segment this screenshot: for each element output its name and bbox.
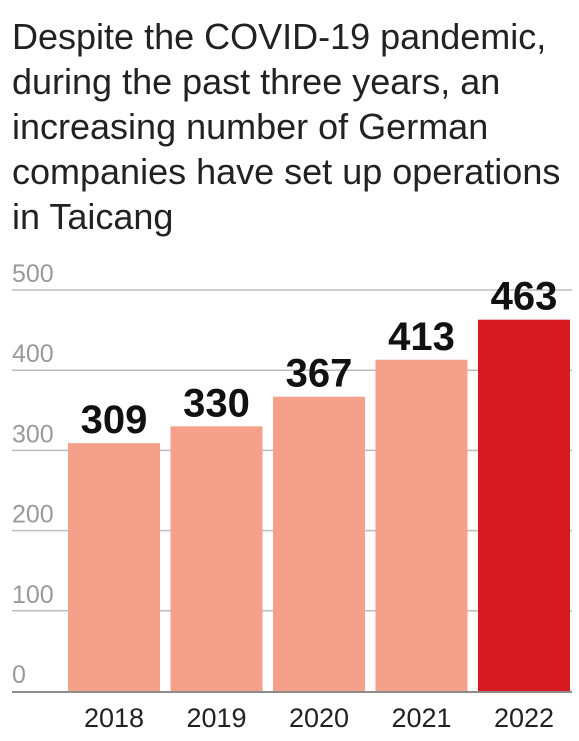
x-tick-label-2020: 2020 bbox=[289, 703, 349, 733]
bar-2018 bbox=[68, 443, 160, 691]
chart-title: Despite the COVID-19 pandemic, during th… bbox=[12, 16, 561, 237]
y-tick-label: 300 bbox=[12, 420, 54, 448]
value-label-2021: 413 bbox=[388, 315, 455, 359]
y-tick-label: 100 bbox=[12, 581, 54, 609]
value-label-2022: 463 bbox=[491, 275, 558, 319]
bars bbox=[68, 319, 570, 691]
value-label-2020: 367 bbox=[286, 352, 353, 396]
bar-2022 bbox=[478, 319, 570, 691]
bar-2019 bbox=[170, 426, 263, 691]
x-axis-tick-labels: 2018 2019 2020 2021 2022 bbox=[84, 703, 554, 733]
value-label-2019: 330 bbox=[183, 381, 250, 425]
x-tick-label-2022: 2022 bbox=[494, 703, 554, 733]
y-tick-label: 500 bbox=[12, 260, 54, 288]
x-tick-label-2021: 2021 bbox=[391, 703, 451, 733]
y-axis-tick-labels: 0 100 200 300 400 500 bbox=[12, 260, 54, 689]
x-tick-label-2018: 2018 bbox=[84, 703, 144, 733]
y-tick-label: 200 bbox=[12, 501, 54, 529]
y-tick-label: 0 bbox=[12, 661, 26, 689]
bar-2021 bbox=[375, 359, 468, 691]
x-tick-label-2019: 2019 bbox=[186, 703, 246, 733]
bar-2020 bbox=[273, 396, 365, 691]
y-tick-label: 400 bbox=[12, 340, 54, 368]
value-labels: 309 330 367 413 463 bbox=[81, 275, 558, 443]
value-label-2018: 309 bbox=[81, 398, 148, 442]
